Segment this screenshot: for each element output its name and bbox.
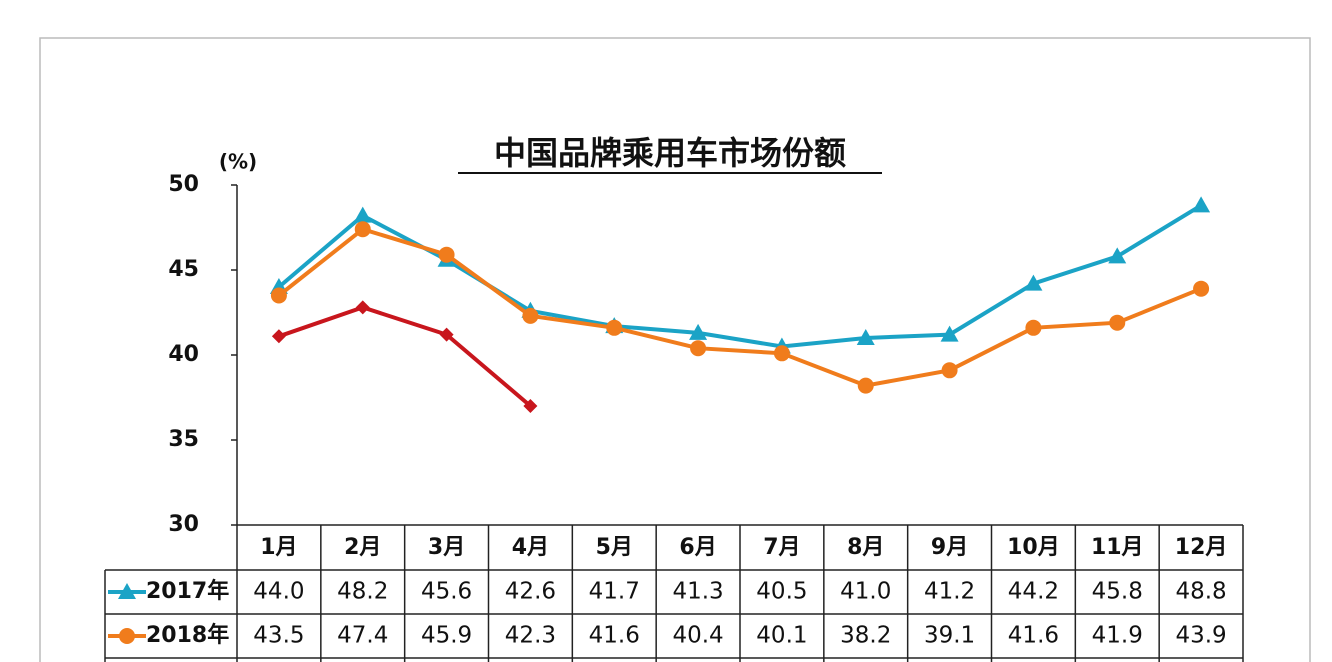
x-tick-label: 7月 [763, 535, 800, 560]
table-value: 45.9 [421, 623, 472, 649]
y-tick-label: 50 [168, 172, 199, 197]
point [354, 221, 371, 238]
table-value: 45.6 [421, 579, 472, 605]
table-value: 42.3 [505, 623, 556, 649]
table-value: 41.0 [840, 579, 891, 605]
table-value: 39.1 [924, 623, 975, 649]
x-tick-label: 9月 [931, 535, 968, 560]
y-axis-label: (%) [219, 150, 257, 174]
x-tick-label: 12月 [1175, 535, 1228, 560]
series-line [277, 226, 1202, 388]
y-tick-label: 40 [168, 342, 199, 367]
point [606, 319, 623, 336]
table-value: 41.6 [1008, 623, 1059, 649]
table-value: 40.5 [756, 579, 807, 605]
x-tick-label: 3月 [428, 535, 465, 560]
x-tick-label: 10月 [1007, 535, 1060, 560]
x-tick-label: 5月 [596, 535, 633, 560]
y-tick-label: 30 [168, 512, 199, 537]
table-value: 48.8 [1175, 579, 1226, 605]
chart-title: 中国品牌乘用车市场份额 [494, 134, 846, 172]
point [1193, 280, 1210, 297]
x-tick-label: 1月 [260, 535, 297, 560]
point [857, 377, 874, 394]
table-value: 38.2 [840, 623, 891, 649]
table-value: 41.3 [672, 579, 723, 605]
table-value: 42.6 [505, 579, 556, 605]
point [439, 327, 454, 342]
point [1192, 196, 1211, 213]
x-tick-label: 8月 [847, 535, 884, 560]
table-value: 47.4 [337, 623, 388, 649]
point [690, 340, 707, 357]
point [270, 287, 287, 304]
table-value: 44.2 [1008, 579, 1059, 605]
point [941, 362, 958, 379]
table-value: 40.4 [672, 623, 723, 649]
table-value: 41.7 [589, 579, 640, 605]
point [271, 329, 286, 344]
table-value: 41.9 [1092, 623, 1143, 649]
series-line [278, 305, 532, 408]
point [940, 325, 959, 342]
legend-label: 2017年 [146, 578, 229, 604]
table-value: 45.8 [1092, 579, 1143, 605]
frame [39, 37, 1311, 662]
table-value: 44.0 [253, 579, 304, 605]
table-value: 41.2 [924, 579, 975, 605]
x-tick-label: 11月 [1091, 535, 1144, 560]
point [353, 206, 372, 223]
table-value: 43.9 [1175, 623, 1226, 649]
point [856, 329, 875, 345]
x-tick-label: 6月 [679, 535, 716, 560]
legend-marker [119, 628, 135, 644]
y-tick-label: 45 [168, 257, 199, 282]
table-value: 48.2 [337, 579, 388, 605]
point [1024, 274, 1043, 291]
table-value: 41.6 [589, 623, 640, 649]
x-tick-label: 2月 [344, 535, 381, 560]
point [773, 345, 790, 362]
table-value: 43.5 [253, 623, 304, 649]
legend-label: 2018年 [146, 622, 229, 648]
point [355, 300, 370, 315]
point [1108, 247, 1127, 264]
point [1109, 314, 1126, 331]
table-value: 40.1 [756, 623, 807, 649]
point [689, 323, 708, 340]
x-tick-label: 4月 [512, 535, 549, 560]
point [1025, 319, 1042, 336]
point [522, 307, 539, 324]
y-tick-label: 35 [168, 427, 199, 452]
point [438, 246, 455, 263]
legend-marker [118, 583, 136, 599]
point [523, 399, 538, 413]
